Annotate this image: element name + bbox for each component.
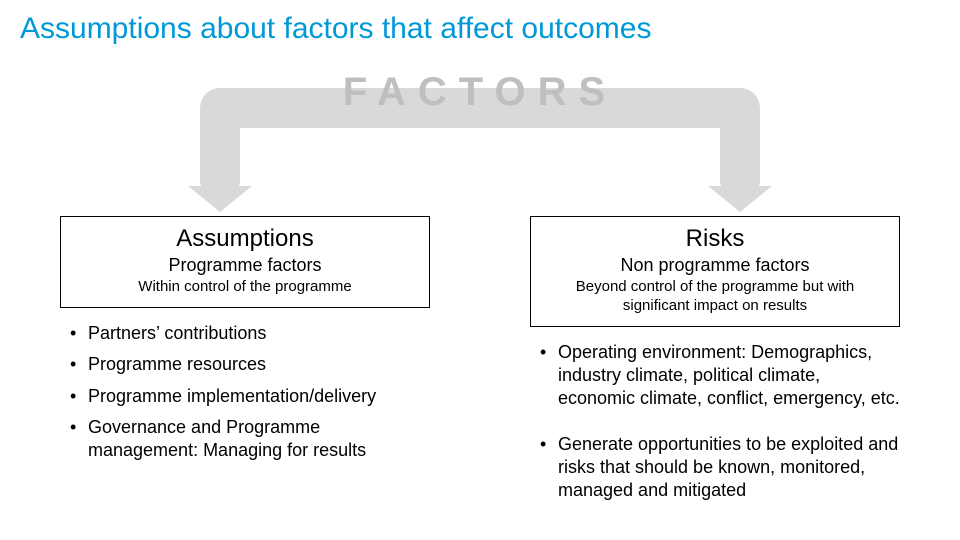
list-item: Partners’ contributions: [64, 322, 430, 345]
assumptions-heading: Assumptions: [71, 225, 419, 253]
list-item: Governance and Programme management: Man…: [64, 416, 430, 463]
risks-box: Risks Non programme factors Beyond contr…: [530, 216, 900, 327]
list-item: Operating environment: Demographics, ind…: [534, 341, 900, 411]
arrow-arm-left: [200, 108, 240, 188]
arrowhead-left: [188, 186, 252, 212]
assumptions-bullets: Partners’ contributions Programme resour…: [60, 322, 430, 463]
columns: Assumptions Programme factors Within con…: [60, 216, 900, 525]
assumptions-subheading: Programme factors: [71, 255, 419, 276]
assumptions-subsub: Within control of the programme: [71, 278, 419, 297]
assumptions-box: Assumptions Programme factors Within con…: [60, 216, 430, 308]
list-item: Generate opportunities to be exploited a…: [534, 433, 900, 503]
risks-subheading: Non programme factors: [541, 255, 889, 276]
left-column: Assumptions Programme factors Within con…: [60, 216, 430, 525]
risks-subsub: Beyond control of the programme but with…: [541, 278, 889, 316]
arrowhead-right: [708, 186, 772, 212]
factors-wrap: FACTORS: [0, 70, 960, 115]
risks-heading: Risks: [541, 225, 889, 253]
right-column: Risks Non programme factors Beyond contr…: [530, 216, 900, 525]
factors-label: FACTORS: [343, 70, 617, 115]
arrow-arm-right: [720, 108, 760, 188]
list-item: Programme resources: [64, 353, 430, 376]
list-item: Programme implementation/delivery: [64, 385, 430, 408]
risks-bullets: Operating environment: Demographics, ind…: [530, 341, 900, 503]
page-title: Assumptions about factors that affect ou…: [20, 12, 940, 47]
slide: Assumptions about factors that affect ou…: [0, 0, 960, 540]
